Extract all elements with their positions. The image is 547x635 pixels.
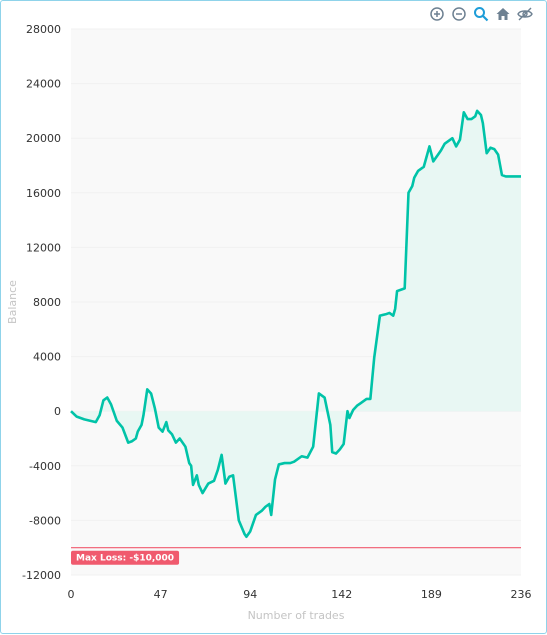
y-tick-label: 20000 xyxy=(26,132,61,145)
x-tick-label: 0 xyxy=(68,588,75,601)
zoom-out-icon[interactable] xyxy=(450,5,468,23)
hide-eye-icon[interactable] xyxy=(516,5,534,23)
y-tick-label: -8000 xyxy=(29,514,61,527)
y-tick-label: 28000 xyxy=(26,23,61,36)
x-tick-label: 94 xyxy=(243,588,257,601)
home-reset-icon[interactable] xyxy=(494,5,512,23)
balance-line xyxy=(70,109,521,539)
x-tick-label: 236 xyxy=(511,588,532,601)
zoom-in-icon[interactable] xyxy=(428,5,446,23)
max-loss-label-text: Max Loss: -$10,000 xyxy=(76,554,174,564)
y-tick-label: 4000 xyxy=(33,351,61,364)
y-tick-label: 8000 xyxy=(33,296,61,309)
y-axis-title: Balance xyxy=(6,280,19,324)
y-axis-ticks: 28000 24000 20000 16000 12000 8000 4000 0 -4000 -… xyxy=(22,23,61,582)
chart-toolbar xyxy=(428,5,534,23)
y-tick-label: -12000 xyxy=(22,569,61,582)
y-tick-label: 0 xyxy=(54,405,61,418)
x-axis-title: Number of trades xyxy=(248,609,345,622)
zoom-select-icon[interactable] xyxy=(472,5,490,23)
y-tick-label: 12000 xyxy=(26,241,61,254)
max-loss-label: Max Loss: -$10,000 xyxy=(71,550,180,565)
x-tick-label: 189 xyxy=(421,588,442,601)
x-axis-ticks: 0 47 94 142 189 236 xyxy=(68,588,532,601)
y-tick-label: -4000 xyxy=(29,460,61,473)
x-tick-label: 142 xyxy=(331,588,352,601)
y-tick-label: 16000 xyxy=(26,187,61,200)
max-loss-label-bg xyxy=(71,550,180,565)
x-tick-label: 47 xyxy=(154,588,168,601)
y-tick-label: 24000 xyxy=(26,78,61,91)
